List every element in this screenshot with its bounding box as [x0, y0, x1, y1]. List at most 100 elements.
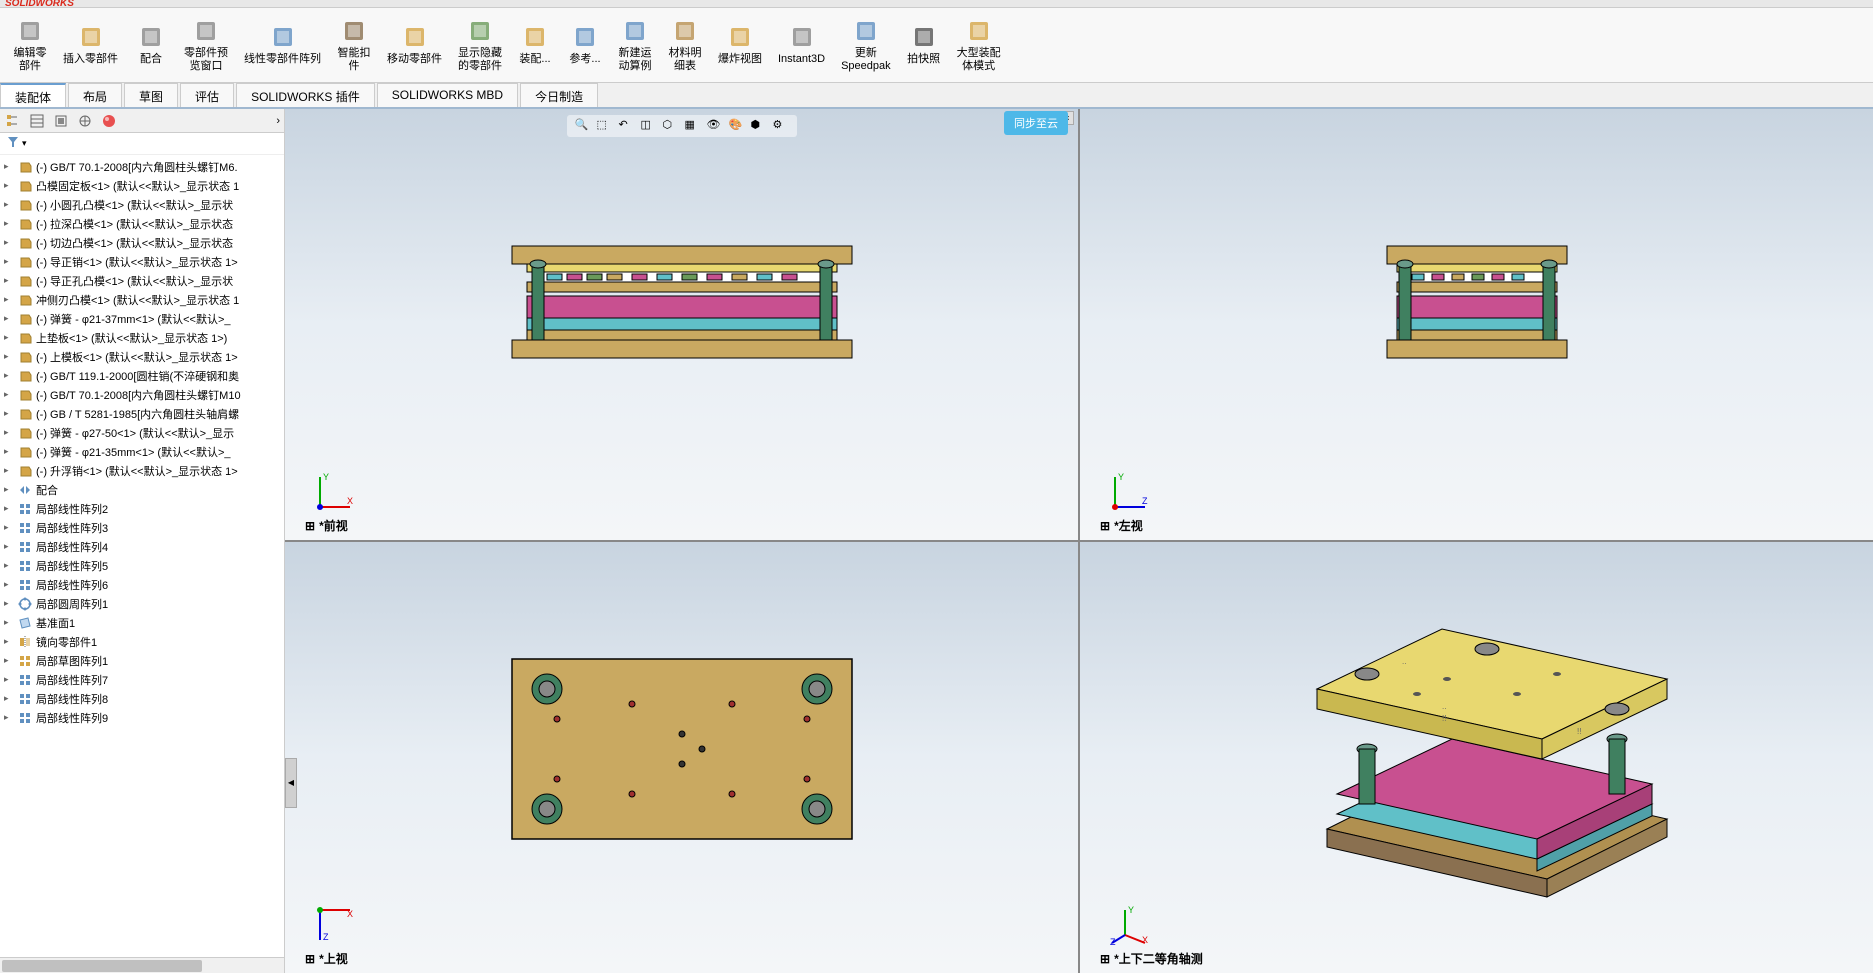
expand-icon[interactable]: ▸: [4, 275, 14, 286]
expand-icon[interactable]: ▸: [4, 199, 14, 210]
expand-icon[interactable]: ▸: [4, 465, 14, 476]
viewport-top[interactable]: ◀ XZ ⊞*上视: [285, 542, 1078, 973]
expand-icon[interactable]: ▸: [4, 446, 14, 457]
tree-item[interactable]: ▸上垫板<1> (默认<<默认>_显示状态 1>): [0, 328, 284, 347]
horizontal-scrollbar[interactable]: [0, 957, 284, 973]
tree-item[interactable]: ▸局部线性阵列4: [0, 537, 284, 556]
tree-item[interactable]: ▸局部圆周阵列1: [0, 594, 284, 613]
expand-icon[interactable]: ▸: [4, 617, 14, 628]
expand-icon[interactable]: ▸: [4, 655, 14, 666]
tree-item[interactable]: ▸(-) GB/T 119.1-2000[圆柱销(不淬硬钢和奥: [0, 366, 284, 385]
ribbon-large-assembly[interactable]: 大型装配体模式: [949, 10, 1009, 80]
tree-item[interactable]: ▸局部线性阵列5: [0, 556, 284, 575]
expand-icon[interactable]: ▸: [4, 503, 14, 514]
expand-icon[interactable]: ▸: [4, 256, 14, 267]
tree-item[interactable]: ▸局部线性阵列8: [0, 689, 284, 708]
tree-item[interactable]: ▸局部线性阵列3: [0, 518, 284, 537]
tree-item[interactable]: ▸(-) 上模板<1> (默认<<默认>_显示状态 1>: [0, 347, 284, 366]
tab-布局[interactable]: 布局: [68, 83, 122, 107]
expand-icon[interactable]: ▸: [4, 674, 14, 685]
section-icon[interactable]: ◫: [641, 118, 657, 134]
tab-评估[interactable]: 评估: [180, 83, 234, 107]
tree-item[interactable]: ▸(-) 导正销<1> (默认<<默认>_显示状态 1>: [0, 252, 284, 271]
tree-item[interactable]: ▸镜向零部件1: [0, 632, 284, 651]
ribbon-reference[interactable]: 参考...: [560, 10, 610, 80]
scrollbar-thumb[interactable]: [2, 960, 202, 972]
expand-icon[interactable]: ▸: [4, 427, 14, 438]
viewport-front[interactable]: 🔍 ⬚ ↶ ◫ ⬡ ▦ 👁 🎨 ⬢ ⚙ _ □ ⧉ × 同步至云: [285, 109, 1078, 540]
property-tab-icon[interactable]: [28, 112, 46, 130]
expand-icon[interactable]: ▸: [4, 370, 14, 381]
ribbon-mate[interactable]: 配合: [126, 10, 176, 80]
tree-item[interactable]: ▸(-) 升浮销<1> (默认<<默认>_显示状态 1>: [0, 461, 284, 480]
tree-item[interactable]: ▸(-) GB/T 70.1-2008[内六角圆柱头螺钉M10: [0, 385, 284, 404]
dimxpert-tab-icon[interactable]: [76, 112, 94, 130]
expand-icon[interactable]: ▸: [4, 332, 14, 343]
tree-item[interactable]: ▸(-) 弹簧 - φ27-50<1> (默认<<默认>_显示: [0, 423, 284, 442]
display-style-icon[interactable]: ▦: [685, 118, 701, 134]
ribbon-move[interactable]: 移动零部件: [379, 10, 450, 80]
ribbon-smart-fastener[interactable]: 智能扣件: [329, 10, 379, 80]
sidebar-collapse-handle[interactable]: ◀: [285, 758, 297, 808]
tree-item[interactable]: ▸局部线性阵列7: [0, 670, 284, 689]
tab-SOLIDWORKS MBD[interactable]: SOLIDWORKS MBD: [377, 83, 518, 107]
tree-item[interactable]: ▸冲侧刃凸模<1> (默认<<默认>_显示状态 1: [0, 290, 284, 309]
expand-icon[interactable]: ▸: [4, 351, 14, 362]
ribbon-motion[interactable]: 新建运动算例: [610, 10, 660, 80]
expand-icon[interactable]: ▸: [4, 237, 14, 248]
ribbon-edit-part[interactable]: 编辑零部件: [5, 10, 55, 80]
tree-item[interactable]: ▸(-) GB / T 5281-1985[内六角圆柱头轴肩螺: [0, 404, 284, 423]
tree-item[interactable]: ▸(-) 导正孔凸模<1> (默认<<默认>_显示状: [0, 271, 284, 290]
filter-icon[interactable]: [6, 135, 20, 152]
expand-icon[interactable]: ▸: [4, 522, 14, 533]
expand-icon[interactable]: ▸: [4, 180, 14, 191]
tree-item[interactable]: ▸局部线性阵列6: [0, 575, 284, 594]
view-orient-icon[interactable]: ⬡: [663, 118, 679, 134]
expand-icon[interactable]: ▸: [4, 560, 14, 571]
ribbon-assembly[interactable]: 装配...: [510, 10, 560, 80]
tree-item[interactable]: ▸(-) GB/T 70.1-2008[内六角圆柱头螺钉M6.: [0, 157, 284, 176]
config-tab-icon[interactable]: [52, 112, 70, 130]
ribbon-linear-pattern[interactable]: 线性零部件阵列: [236, 10, 329, 80]
expand-icon[interactable]: ▸: [4, 636, 14, 647]
sidebar-collapse-icon[interactable]: ›: [276, 115, 280, 127]
tree-item[interactable]: ▸(-) 弹簧 - φ21-35mm<1> (默认<<默认>_: [0, 442, 284, 461]
ribbon-speedpak[interactable]: 更新Speedpak: [833, 10, 899, 80]
expand-icon[interactable]: ▸: [4, 313, 14, 324]
tab-SOLIDWORKS 插件[interactable]: SOLIDWORKS 插件: [236, 83, 375, 107]
expand-icon[interactable]: ▸: [4, 693, 14, 704]
tree-item[interactable]: ▸(-) 弹簧 - φ21-37mm<1> (默认<<默认>_: [0, 309, 284, 328]
ribbon-explode[interactable]: 爆炸视图: [710, 10, 770, 80]
expand-icon[interactable]: ▸: [4, 218, 14, 229]
tree-item[interactable]: ▸基准面1: [0, 613, 284, 632]
tree-item[interactable]: ▸(-) 拉深凸模<1> (默认<<默认>_显示状态: [0, 214, 284, 233]
expand-icon[interactable]: ▸: [4, 579, 14, 590]
expand-icon[interactable]: ▸: [4, 161, 14, 172]
ribbon-insert[interactable]: 插入零部件: [55, 10, 126, 80]
expand-icon[interactable]: ▸: [4, 712, 14, 723]
viewport-left[interactable]: YZ ⊞*左视: [1080, 109, 1873, 540]
hide-show-icon[interactable]: 👁: [707, 118, 723, 134]
tree-item[interactable]: ▸配合: [0, 480, 284, 499]
tree-item[interactable]: ▸凸模固定板<1> (默认<<默认>_显示状态 1: [0, 176, 284, 195]
settings-icon[interactable]: ⚙: [773, 118, 789, 134]
tab-草图[interactable]: 草图: [124, 83, 178, 107]
tree-item[interactable]: ▸局部线性阵列2: [0, 499, 284, 518]
ribbon-bom[interactable]: 材料明细表: [660, 10, 710, 80]
expand-icon[interactable]: ▸: [4, 408, 14, 419]
appearance-icon[interactable]: 🎨: [729, 118, 745, 134]
tab-装配体[interactable]: 装配体: [0, 83, 66, 107]
expand-icon[interactable]: ▸: [4, 541, 14, 552]
tree-tab-icon[interactable]: [4, 112, 22, 130]
feature-tree[interactable]: ▸(-) GB/T 70.1-2008[内六角圆柱头螺钉M6.▸凸模固定板<1>…: [0, 155, 284, 957]
ribbon-preview[interactable]: 零部件预览窗口: [176, 10, 236, 80]
zoom-fit-icon[interactable]: 🔍: [575, 118, 591, 134]
ribbon-snapshot[interactable]: 拍快照: [899, 10, 949, 80]
ribbon-instant3d[interactable]: Instant3D: [770, 10, 833, 80]
zoom-area-icon[interactable]: ⬚: [597, 118, 613, 134]
tree-item[interactable]: ▸(-) 切边凸模<1> (默认<<默认>_显示状态: [0, 233, 284, 252]
cloud-sync-button[interactable]: 同步至云: [1004, 111, 1068, 135]
expand-icon[interactable]: ▸: [4, 294, 14, 305]
filter-dropdown-icon[interactable]: ▾: [22, 138, 27, 149]
tree-item[interactable]: ▸局部草图阵列1: [0, 651, 284, 670]
